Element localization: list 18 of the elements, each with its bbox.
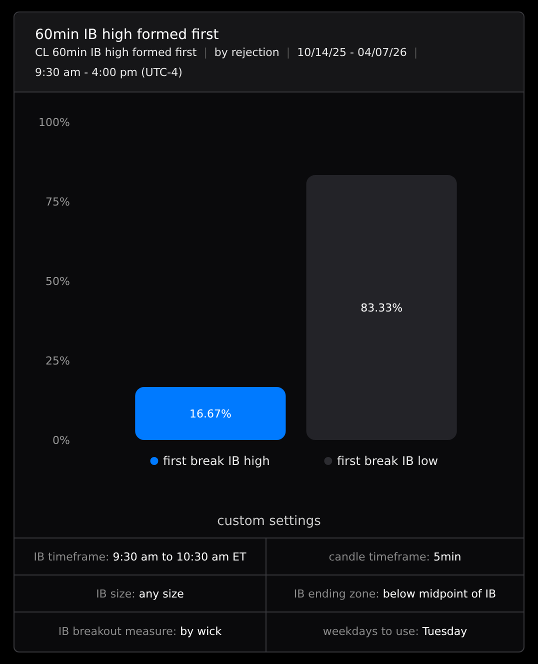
data-label: 16.67% (189, 407, 232, 420)
text: IB ending zone: below midpoint of IB (294, 588, 496, 600)
text: weekdays to use: Tuesday (322, 625, 468, 638)
y-tick-label: 100% (38, 116, 70, 129)
y-tick-label: 75% (46, 196, 70, 208)
text: candle timeframe: 5min (328, 550, 462, 564)
text: IB timeframe: 9:30 am to 10:30 am ET (34, 550, 247, 564)
x-tick-label: first break IB low (336, 454, 438, 468)
data-label: 83.33% (360, 302, 403, 315)
y-tick-label: 50% (46, 275, 70, 288)
x-tick-label: first break IB high (163, 454, 270, 468)
text: IB breakout measure: by wick (58, 625, 222, 638)
text: IB size: any size (96, 588, 184, 600)
text: custom settings (217, 514, 322, 529)
chart-title: 60min IB high formed first (35, 27, 220, 43)
y-tick-label: 0% (52, 434, 70, 447)
y-tick-label: 25% (46, 354, 70, 368)
text: CL 60min IB high formed first | by rejection | 10/14/25 - 04/07/26 | 9:30 am - 4:00 pm (UTC-4) (35, 46, 418, 79)
